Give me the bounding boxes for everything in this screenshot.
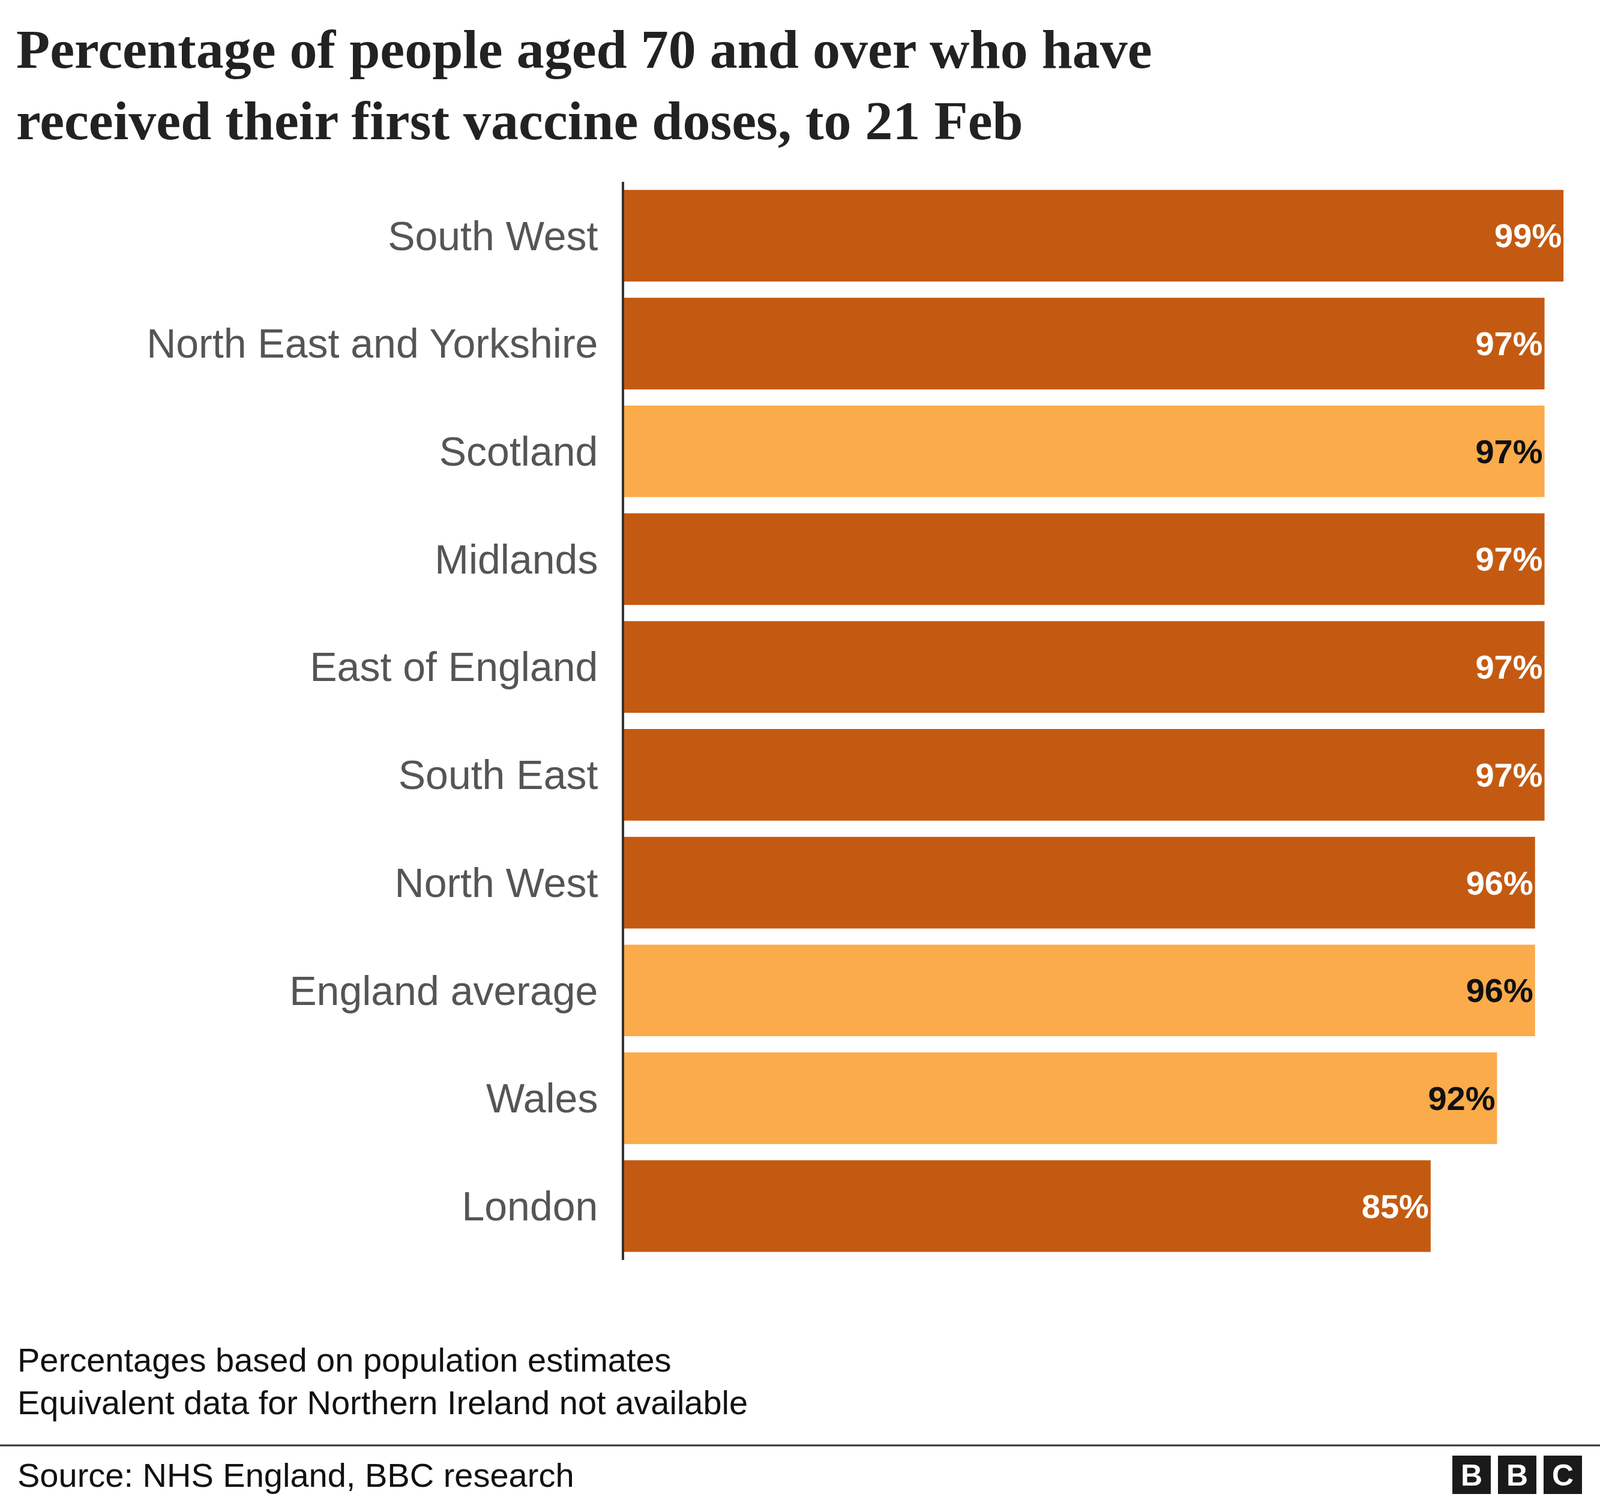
- svg-text:99%: 99%: [1494, 216, 1562, 255]
- svg-text:Source: NHS England, BBC resea: Source: NHS England, BBC research: [17, 1456, 575, 1495]
- svg-text:C: C: [1551, 1458, 1574, 1493]
- svg-text:Equivalent data for Northern I: Equivalent data for Northern Ireland not…: [17, 1383, 748, 1422]
- svg-text:Scotland: Scotland: [439, 428, 599, 475]
- svg-text:B: B: [1506, 1458, 1528, 1493]
- svg-text:97%: 97%: [1475, 540, 1543, 578]
- svg-text:South West: South West: [387, 213, 598, 259]
- svg-text:97%: 97%: [1475, 432, 1543, 471]
- svg-text:London: London: [461, 1183, 598, 1230]
- svg-text:North East and Yorkshire: North East and Yorkshire: [146, 320, 598, 367]
- svg-text:B: B: [1460, 1458, 1483, 1493]
- svg-text:92%: 92%: [1427, 1079, 1495, 1118]
- svg-text:96%: 96%: [1466, 864, 1534, 903]
- svg-text:85%: 85%: [1361, 1187, 1429, 1226]
- svg-text:96%: 96%: [1466, 971, 1534, 1010]
- svg-text:Wales: Wales: [486, 1075, 598, 1122]
- svg-text:North West: North West: [394, 860, 599, 906]
- svg-text:South East: South East: [398, 751, 599, 798]
- svg-text:England average: England average: [289, 968, 598, 1014]
- svg-text:97%: 97%: [1475, 324, 1543, 363]
- svg-text:Percentages based on populatio: Percentages based on population estimate…: [17, 1341, 672, 1380]
- svg-text:97%: 97%: [1475, 756, 1543, 794]
- svg-text:East of England: East of England: [309, 643, 598, 690]
- svg-text:97%: 97%: [1475, 648, 1543, 686]
- svg-text:Midlands: Midlands: [434, 536, 598, 583]
- svg-text:Percentage of people aged 70 a: Percentage of people aged 70 and over wh…: [16, 18, 1153, 152]
